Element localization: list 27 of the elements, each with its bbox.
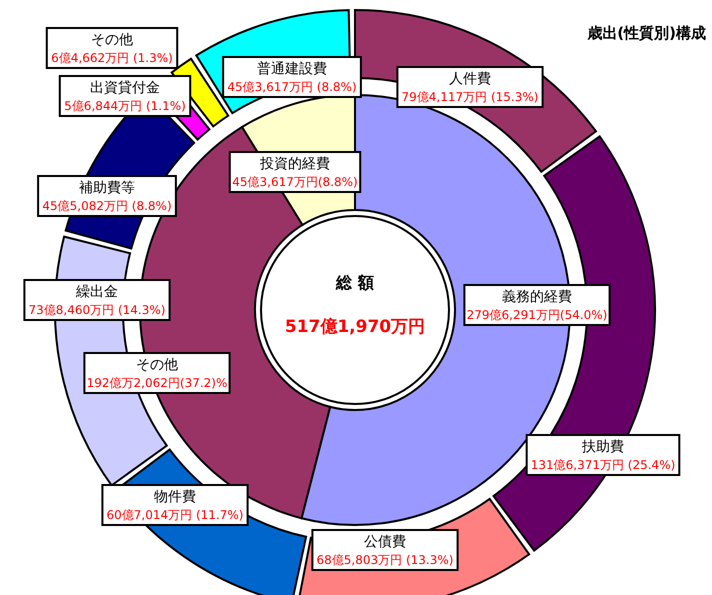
slice-label: 普通建設費: [257, 60, 327, 77]
slice-label: 出資貸付金: [90, 80, 160, 96]
data-label: 60億7,014万円 (11.7%): [106, 508, 244, 522]
data-label: 131億6,371万円 (25.4%): [530, 458, 676, 472]
data-label: 68億5,803万円 (13.3%): [316, 553, 454, 567]
slice-label: 人件費: [449, 71, 491, 87]
data-label: 279億6,291万円(54.0%): [466, 308, 608, 322]
slice-label: 義務的経費: [502, 289, 572, 305]
data-label: 45億3,617万円(8.8%): [232, 175, 358, 189]
data-label: 5億6,844万円 (1.1%): [64, 99, 186, 113]
text: 517億1,970万円: [284, 317, 426, 337]
slice-label: 公債費: [364, 534, 406, 550]
slice-label: その他: [136, 357, 178, 373]
slice-label: その他: [91, 32, 133, 48]
slice-label: 物件費: [154, 489, 196, 505]
data-label: 6億4,662万円 (1.3%): [51, 51, 173, 65]
slice-label: 投資的経費: [259, 156, 330, 172]
data-label: 45億5,082万円 (8.8%): [42, 199, 172, 213]
slice-label: 扶助費: [581, 439, 624, 455]
slice-label: 繰出金: [75, 284, 118, 300]
data-label: 79億4,117万円 (15.3%): [402, 90, 538, 104]
data-label: 45億3,617万円 (8.8%): [227, 80, 357, 94]
data-label: 192億万2,062円(37.2)%: [86, 376, 228, 390]
data-label: 73億8,460万円 (14.3%): [28, 303, 166, 317]
slice-label: 補助費等: [79, 180, 135, 196]
text: 歳出(性質別)構成: [586, 24, 706, 42]
text: 総 額: [335, 273, 374, 292]
